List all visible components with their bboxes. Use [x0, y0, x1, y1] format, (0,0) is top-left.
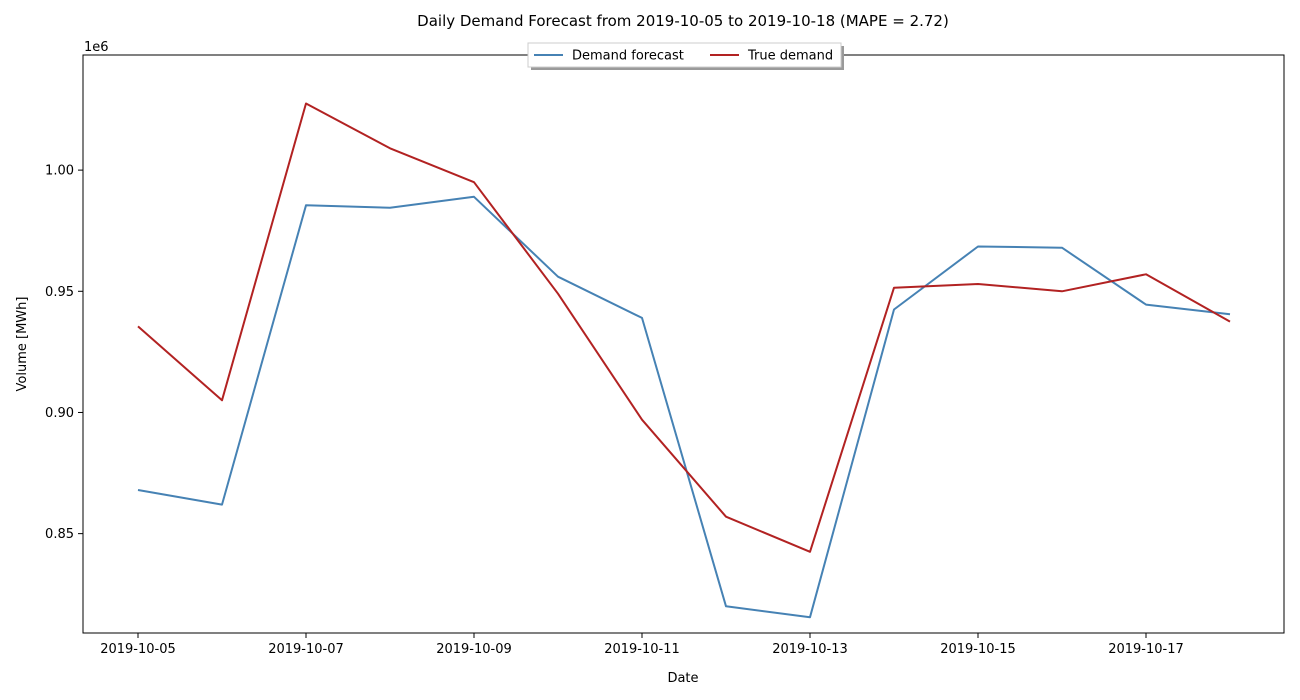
x-axis-label: Date — [667, 671, 698, 686]
legend-box — [527, 42, 842, 68]
x-tick-label-2: 2019-10-09 — [436, 642, 512, 657]
y-tick-label-3: 1.00 — [45, 164, 74, 179]
legend: Demand forecast True demand — [527, 42, 844, 70]
y-axis-label: Volume [MWh] — [15, 297, 30, 392]
legend-label-0: Demand forecast — [572, 49, 684, 64]
legend-label-1: True demand — [747, 49, 833, 64]
chart-title: Daily Demand Forecast from 2019-10-05 to… — [417, 12, 949, 30]
x-tick-label-4: 2019-10-13 — [772, 642, 848, 657]
x-axis: 2019-10-05 2019-10-07 2019-10-09 2019-10-11… — [100, 633, 1184, 657]
x-tick-label-0: 2019-10-05 — [100, 642, 176, 657]
series-line-true-demand — [137, 102, 1231, 553]
x-tick-label-5: 2019-10-15 — [940, 642, 1016, 657]
series-line-demand-forecast — [137, 195, 1231, 619]
x-tick-label-1: 2019-10-07 — [268, 642, 344, 657]
series-layer — [137, 102, 1231, 619]
y-axis-offset-label: 1e6 — [84, 40, 109, 55]
y-tick-label-2: 0.95 — [45, 285, 74, 300]
plot-area — [82, 54, 1285, 634]
y-tick-label-0: 0.85 — [45, 527, 74, 542]
x-tick-label-6: 2019-10-17 — [1108, 642, 1184, 657]
y-axis: 0.85 0.90 0.95 1.00 — [45, 164, 83, 542]
x-tick-label-3: 2019-10-11 — [604, 642, 680, 657]
y-tick-label-1: 0.90 — [45, 406, 74, 421]
